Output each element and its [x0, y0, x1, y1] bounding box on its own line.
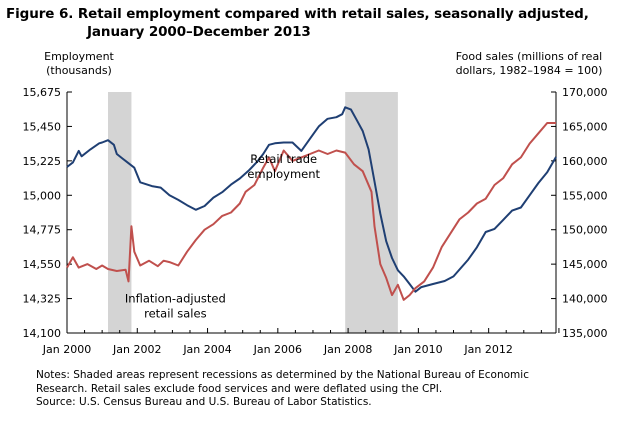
right-axis-title-line: dollars, 1982–1984 = 100) [455, 64, 603, 77]
x-tick-label: Jan 2002 [112, 343, 161, 356]
sales-annotation: Inflation-adjusted [125, 291, 226, 305]
chart-title-line1: Figure 6. Retail employment compared wit… [6, 6, 589, 22]
notes: Notes: Shaded areas represent recessions… [36, 369, 616, 410]
left-axis-title-line: (thousands) [46, 64, 112, 77]
notes-line: Research. Retail sales exclude food serv… [36, 382, 443, 395]
recession-band [345, 92, 398, 333]
chart-title: Figure 6. Retail employment compared wit… [6, 5, 618, 41]
left-y-tick-label: 15,000 [23, 189, 62, 202]
right-y-tick-label: 165,000 [562, 120, 608, 133]
left-axis-title-line: Employment [44, 50, 114, 63]
left-y-tick-label: 15,225 [23, 155, 62, 168]
left-y-tick-label: 15,675 [23, 86, 62, 99]
left-y-tick-label: 14,775 [23, 224, 62, 237]
left-y-tick-label: 15,450 [23, 120, 62, 133]
right-y-tick-label: 140,000 [562, 293, 608, 306]
right-axis-title: Food sales (millions of real dollars, 19… [439, 50, 619, 78]
left-y-tick-label: 14,325 [23, 293, 62, 306]
left-y-tick-label: 14,550 [23, 258, 62, 271]
notes-line: Notes: Shaded areas represent recessions… [36, 369, 529, 381]
x-tick-label: Jan 2008 [323, 343, 372, 356]
employment-annotation: employment [247, 167, 320, 181]
x-tick-label: Jan 2010 [393, 343, 442, 356]
x-tick-label: Jan 2006 [253, 343, 302, 356]
chart-title-line2: January 2000–December 2013 [87, 24, 311, 40]
right-y-tick-label: 150,000 [562, 224, 608, 237]
x-tick-label: Jan 2004 [182, 343, 231, 356]
left-y-tick-label: 14,100 [23, 327, 62, 340]
left-axis-title: Employment (thousands) [44, 50, 114, 78]
x-tick-label: Jan 2000 [42, 343, 91, 356]
right-y-tick-label: 135,000 [562, 327, 608, 340]
sales-line [66, 122, 556, 301]
source-line: Source: U.S. Census Bureau and U.S. Bure… [36, 396, 372, 408]
right-axis-title-line: Food sales (millions of real [455, 50, 603, 63]
right-y-tick-label: 145,000 [562, 258, 608, 271]
right-y-tick-label: 160,000 [562, 155, 608, 168]
right-y-tick-label: 155,000 [562, 189, 608, 202]
employment-annotation: Retail trade [250, 152, 317, 166]
sales-annotation: retail sales [144, 306, 206, 320]
right-y-tick-label: 170,000 [562, 86, 608, 99]
x-tick-label: Jan 2012 [463, 343, 512, 356]
employment-line [66, 106, 557, 293]
